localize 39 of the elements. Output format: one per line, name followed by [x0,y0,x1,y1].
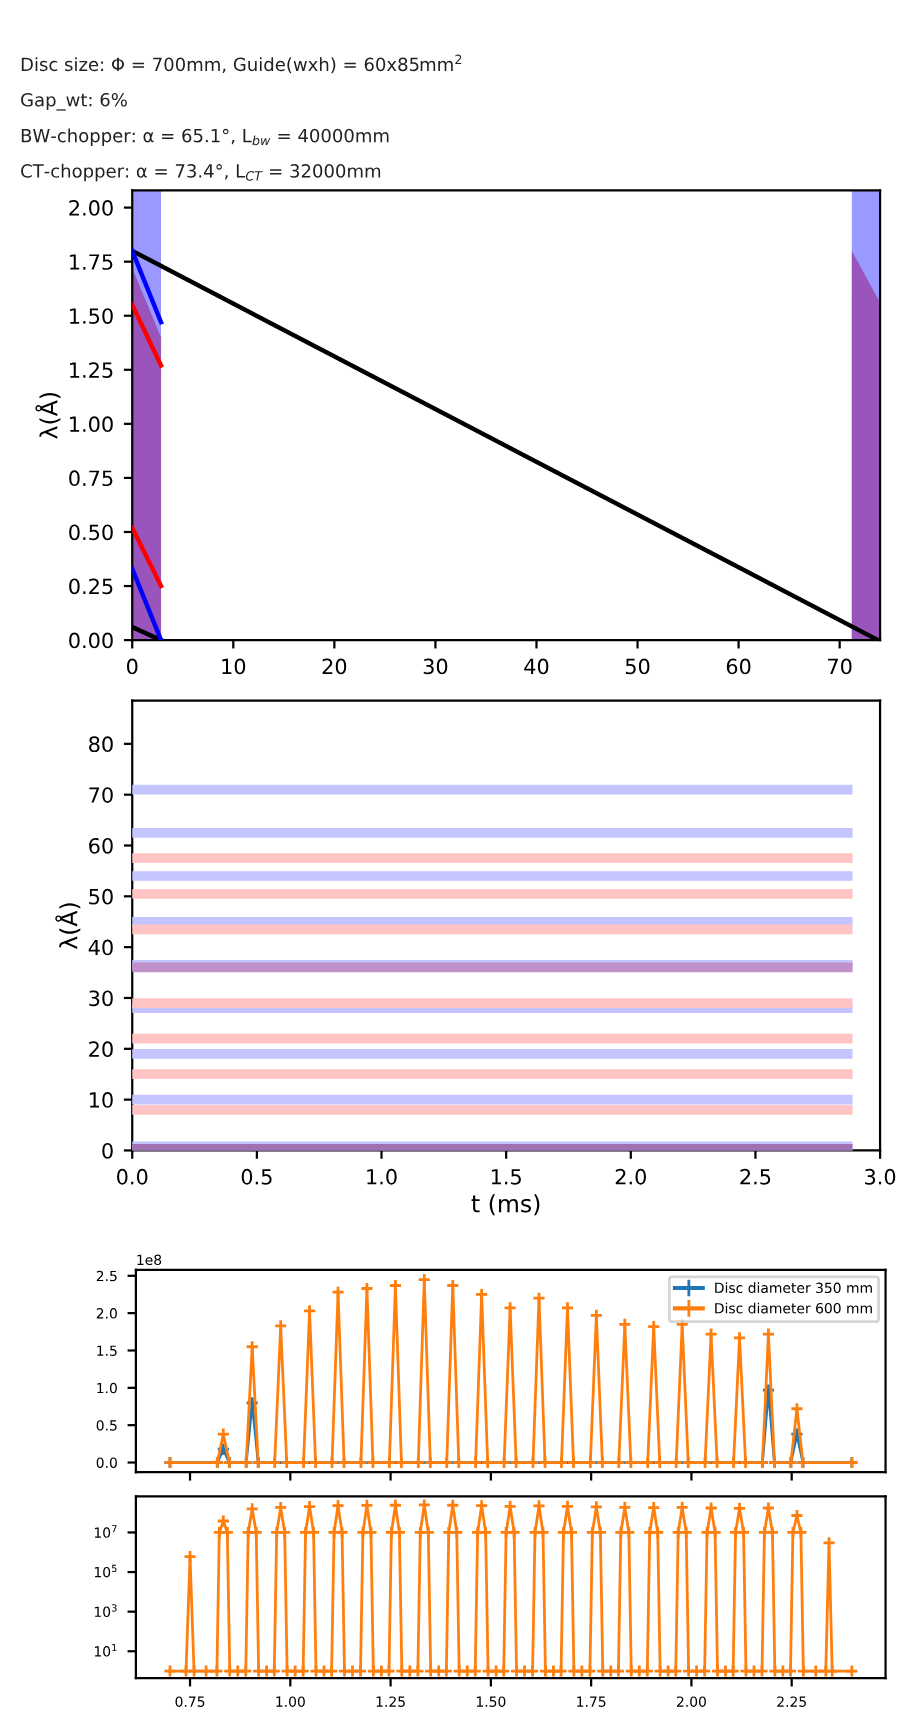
x-tick-label: 2.5 [740,1168,771,1185]
x-tick-label: 60 [726,658,751,675]
y-tick-label: 40 [88,939,113,956]
x-tick-label: 40 [524,658,549,675]
y-tick-label: 30 [89,990,113,1007]
y-tick-label: 1.25 [70,362,113,378]
x-tick-label: 1.5 [491,1169,521,1185]
x-tick-label: 0 [126,658,138,675]
y-tick-label: 70 [89,787,113,803]
y-tick-label: 1.50 [70,308,113,324]
y-tick-label: 0.00 [69,632,113,649]
x-axis-title: t (ms) [471,1194,540,1216]
y-tick-label: 1.75 [70,254,113,270]
point [216,1442,231,1457]
y-tick-label: 0.50 [69,524,113,541]
x-tick-label: 10 [222,658,246,675]
y-tick-label: 1.00 [70,416,113,433]
x-tick-label: 2.0 [615,1168,646,1185]
y-tick-label: 0 [102,1142,113,1159]
y-tick-label: 50 [89,888,113,905]
chart-title: Disc size: Φ = 700mm, Guide(wxh) = 60x85mm$^{2}$ Gap_wt: 6% BW-chopper: α = 65.1°, L$_{bw}$ = 40000mm CT-chopper: α = 73.4°, L$_{CT}$ = 32000mm [21,54,462,182]
y-tick-label: 10 [89,1092,113,1108]
x-tick-label: 30 [423,658,448,675]
x-tick-label: 0.0 [117,1168,148,1185]
x-tick-label: 3.0 [865,1168,896,1185]
y-axis-title: λ(Å) [55,903,81,950]
y-tick-label: 60 [89,837,113,854]
x-tick-label: 1.0 [367,1168,397,1185]
y-tick-label: 20 [89,1041,113,1058]
y-axis-title: λ(Å) [35,392,61,439]
x-tick-label: 20 [322,658,347,675]
x-tick-label: 50 [625,658,650,675]
y-tick-label: 0.75 [69,470,113,487]
x-tick-label: 0.5 [241,1168,272,1185]
x-tick-label: 70 [828,658,852,675]
y-tick-label: 80 [89,736,113,753]
y-tick-label: 0.25 [69,578,113,595]
point [245,1395,260,1410]
y-tick-label: 2.00 [69,200,113,216]
